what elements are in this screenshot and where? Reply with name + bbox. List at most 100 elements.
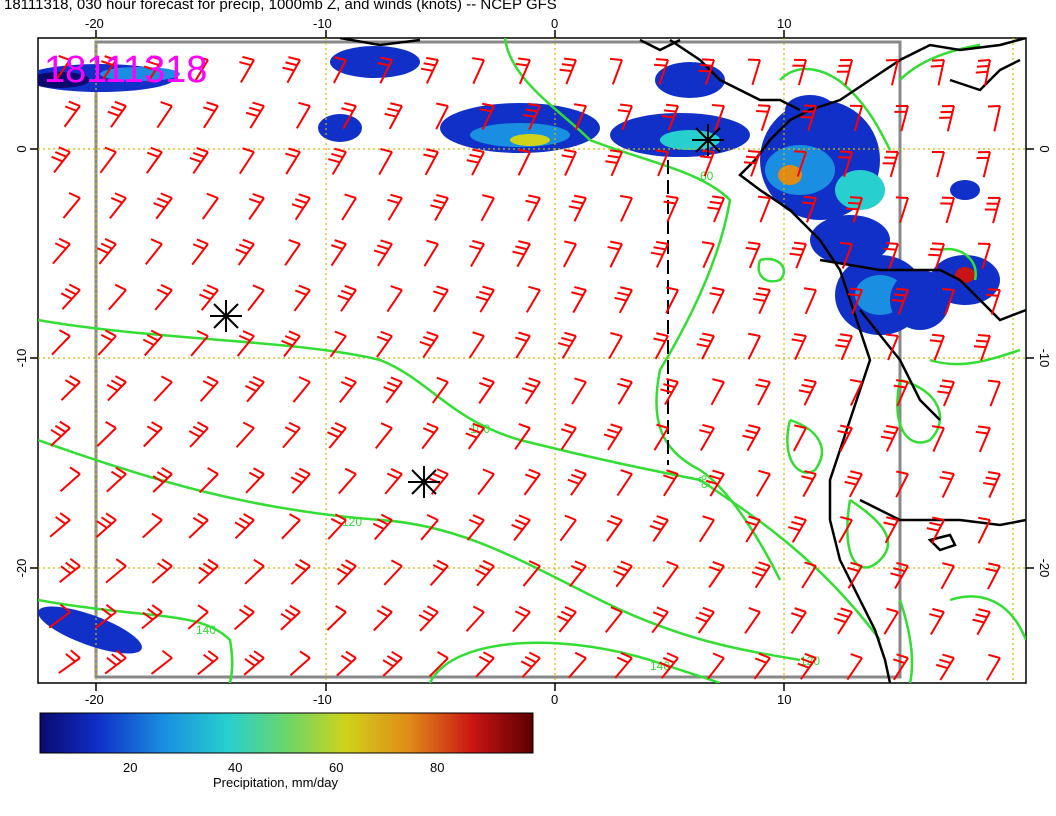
wind-barb <box>94 604 117 629</box>
lat-label-right-3: -20 <box>1037 559 1052 578</box>
wind-barb <box>475 651 495 678</box>
wind-barb <box>421 422 439 450</box>
wind-barb <box>423 148 439 176</box>
wind-barb <box>562 240 577 268</box>
wind-barb <box>891 287 909 315</box>
wind-barb <box>339 376 357 404</box>
wind-barb <box>471 57 485 85</box>
wind-barb <box>710 378 725 406</box>
wind-barb <box>696 332 715 360</box>
wind-barb <box>474 559 495 587</box>
wind-barb <box>52 237 71 265</box>
wind-barb <box>659 652 679 679</box>
wind-barb <box>893 653 909 681</box>
wind-barb <box>743 149 761 177</box>
wind-barb <box>373 239 393 267</box>
wind-barb <box>613 560 633 588</box>
wind-barb <box>48 603 71 629</box>
wind-barb <box>835 333 853 361</box>
wind-barb <box>880 424 899 452</box>
wind-barb <box>284 238 301 266</box>
colorbar-title: Precipitation, mm/day <box>213 775 338 790</box>
wind-barb <box>568 651 587 679</box>
wind-barb <box>285 147 301 175</box>
wind-barb <box>895 470 909 498</box>
wind-barb <box>928 242 945 270</box>
lon-label-top-1: -20 <box>85 16 104 31</box>
precip-colorbar <box>39 712 534 754</box>
wind-barb <box>515 57 531 85</box>
wind-barb <box>382 650 403 677</box>
wind-barb <box>332 56 347 84</box>
wind-barb <box>987 379 1001 407</box>
wind-barb <box>248 193 265 220</box>
wind-barb <box>59 558 81 583</box>
wind-barb <box>201 192 219 220</box>
wind-barb <box>660 377 679 406</box>
wind-barb <box>376 330 393 358</box>
wind-barb <box>477 468 495 496</box>
wind-barb <box>661 103 679 131</box>
wind-barb <box>51 146 71 174</box>
wind-barb <box>608 332 623 360</box>
wind-barb <box>96 420 117 447</box>
wind-barb <box>433 285 449 313</box>
wind-barb <box>465 605 485 632</box>
wind-barb <box>479 102 495 130</box>
wind-barb <box>755 378 771 406</box>
wind-barb <box>931 425 945 453</box>
wind-barb <box>51 329 71 356</box>
contour-label-120: 120 <box>342 515 362 529</box>
lon-label-top-4: 10 <box>777 16 791 31</box>
coastline <box>339 38 1026 683</box>
wind-barb <box>791 332 807 361</box>
wind-barb <box>384 102 403 130</box>
wind-barb <box>293 284 311 312</box>
wind-barb <box>790 607 807 635</box>
wind-barb <box>282 421 301 449</box>
wind-barb <box>846 196 863 223</box>
wind-barb <box>653 332 669 360</box>
wind-barb <box>937 379 955 407</box>
wind-barb <box>377 56 393 84</box>
wind-barb <box>926 516 945 544</box>
wind-barb <box>801 561 817 589</box>
wind-barb <box>560 423 577 451</box>
wind-barb <box>847 287 863 315</box>
wind-barb <box>143 421 163 448</box>
wind-barb <box>755 469 771 497</box>
lon-label-top-2: -10 <box>313 16 332 31</box>
axis-ticks <box>30 30 1034 691</box>
lat-label-left-2: -10 <box>14 349 29 368</box>
wind-barb <box>559 57 577 85</box>
wind-barb <box>617 377 633 405</box>
wind-barb <box>850 378 863 406</box>
wind-barb <box>292 376 311 403</box>
wind-barb <box>156 101 173 129</box>
wind-barb <box>882 150 899 178</box>
wind-barb <box>428 651 449 678</box>
wind-barb <box>329 330 347 358</box>
wind-barb <box>435 102 449 130</box>
wind-barb <box>374 422 393 449</box>
lon-label-bottom-4: 10 <box>777 692 791 707</box>
wind-barb <box>99 146 117 174</box>
wind-barb <box>753 287 771 315</box>
wind-barb <box>747 58 761 86</box>
wind-barb <box>801 195 817 223</box>
wind-barb <box>649 515 669 543</box>
wind-barb <box>709 286 725 314</box>
wind-barb <box>341 193 357 221</box>
wind-barb <box>326 604 347 631</box>
wind-barb <box>883 516 899 544</box>
wind-barb <box>239 55 255 83</box>
wind-barb <box>189 147 209 175</box>
wind-barb <box>282 56 301 84</box>
wind-barb <box>650 240 669 268</box>
wind-barb <box>515 331 531 359</box>
wind-barb <box>620 194 633 222</box>
wind-barb <box>939 470 955 498</box>
wind-barb <box>885 333 899 361</box>
wind-barb <box>707 195 725 223</box>
contour-label-60: 60 <box>700 169 714 183</box>
